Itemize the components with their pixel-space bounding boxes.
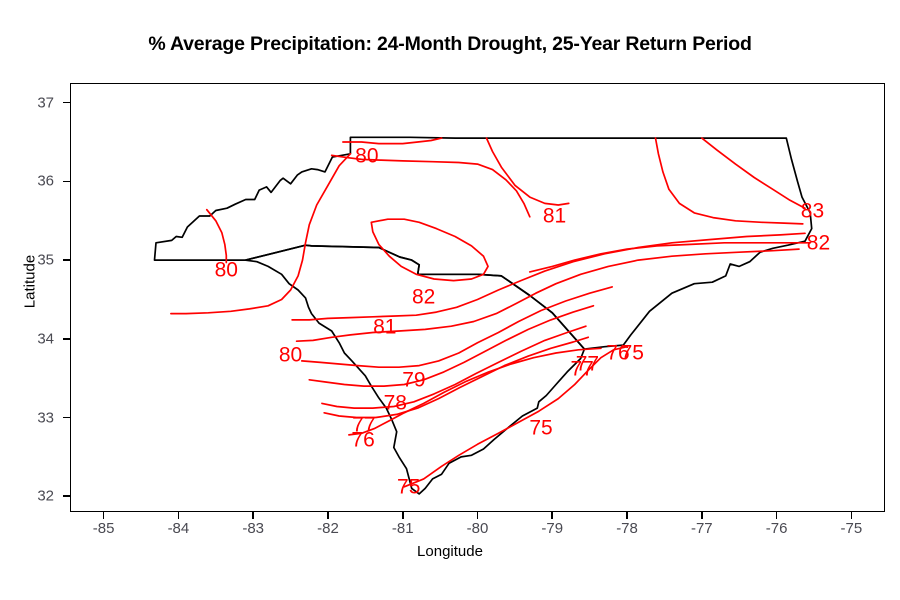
x-tick-label: -76 bbox=[765, 520, 788, 537]
contour-label: 76 bbox=[606, 341, 630, 365]
contour-label: 80 bbox=[278, 343, 303, 367]
y-tick-mark bbox=[63, 495, 70, 498]
x-tick-mark bbox=[177, 512, 180, 519]
x-tick-mark bbox=[775, 512, 778, 519]
x-tick-label: -80 bbox=[466, 520, 489, 537]
y-tick-label: 33 bbox=[37, 409, 54, 427]
x-tick-label: -84 bbox=[167, 520, 190, 537]
contour-label: 79 bbox=[402, 368, 426, 392]
plot-frame bbox=[70, 83, 885, 512]
x-tick-mark bbox=[701, 512, 703, 519]
contour-label: 76 bbox=[351, 428, 375, 452]
y-tick-mark bbox=[63, 338, 70, 340]
contour-label: 82 bbox=[806, 231, 831, 255]
contour-label: 78 bbox=[383, 391, 407, 415]
x-tick-label: -75 bbox=[840, 520, 863, 537]
contour-label: 81 bbox=[542, 204, 567, 228]
contour-label: 83 bbox=[800, 199, 825, 223]
y-tick-mark bbox=[63, 416, 70, 419]
contour-label: 77 bbox=[570, 357, 594, 381]
contour-label: 82 bbox=[411, 285, 436, 309]
x-tick-mark bbox=[327, 512, 329, 519]
y-tick-label: 37 bbox=[37, 94, 54, 112]
contour-label: 77 bbox=[352, 413, 376, 437]
contour-label: 75 bbox=[620, 341, 644, 365]
contour-label: 75 bbox=[529, 416, 553, 440]
x-tick-mark bbox=[850, 512, 853, 519]
chart-title: % Average Precipitation: 24-Month Drough… bbox=[148, 33, 752, 55]
x-tick-label: -81 bbox=[391, 520, 414, 537]
x-tick-mark bbox=[252, 512, 254, 519]
x-tick-mark bbox=[102, 512, 105, 519]
contour-label: 75 bbox=[397, 475, 421, 499]
y-tick-mark bbox=[63, 101, 70, 104]
y-tick-label: 34 bbox=[37, 330, 54, 348]
x-tick-mark bbox=[626, 512, 628, 519]
x-tick-label: -82 bbox=[317, 520, 339, 537]
x-axis-title: Longitude bbox=[417, 543, 483, 560]
x-tick-label: -79 bbox=[541, 520, 564, 537]
x-tick-label: -85 bbox=[92, 520, 115, 537]
contour-label: 80 bbox=[355, 144, 379, 168]
x-tick-label: -78 bbox=[616, 520, 638, 537]
y-tick-label: 36 bbox=[37, 172, 54, 190]
x-tick-mark bbox=[401, 512, 404, 519]
y-tick-label: 32 bbox=[37, 487, 54, 505]
contour-label: 81 bbox=[373, 315, 397, 339]
y-tick-mark bbox=[63, 180, 70, 183]
x-tick-label: -83 bbox=[242, 520, 265, 537]
x-tick-label: -77 bbox=[690, 520, 713, 537]
y-tick-label: 35 bbox=[37, 251, 54, 269]
x-tick-mark bbox=[476, 512, 479, 519]
contour-label: 77 bbox=[575, 352, 600, 376]
x-tick-mark bbox=[551, 512, 554, 519]
contour-label: 80 bbox=[214, 258, 238, 282]
y-tick-mark bbox=[63, 259, 70, 261]
